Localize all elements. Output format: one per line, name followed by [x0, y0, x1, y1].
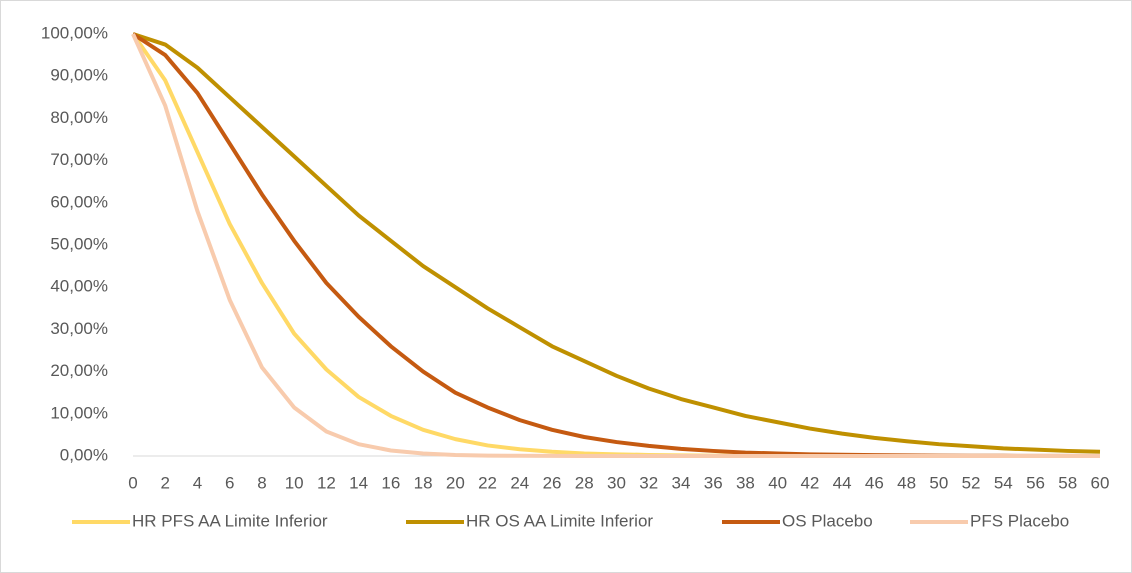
- x-tick-label: 44: [833, 473, 852, 492]
- y-tick-label: 10,00%: [50, 403, 108, 422]
- x-tick-label: 40: [768, 473, 787, 492]
- x-tick-label: 52: [962, 473, 981, 492]
- x-tick-label: 36: [704, 473, 723, 492]
- x-tick-label: 46: [865, 473, 884, 492]
- x-tick-label: 14: [349, 473, 368, 492]
- x-tick-label: 22: [478, 473, 497, 492]
- y-tick-label: 50,00%: [50, 234, 108, 253]
- x-tick-label: 18: [414, 473, 433, 492]
- legend-label: HR OS AA Limite Inferior: [466, 511, 653, 530]
- x-tick-label: 38: [736, 473, 755, 492]
- x-tick-label: 20: [446, 473, 465, 492]
- y-tick-label: 90,00%: [50, 66, 108, 85]
- x-tick-label: 24: [510, 473, 529, 492]
- x-tick-label: 50: [929, 473, 948, 492]
- x-tick-label: 32: [639, 473, 658, 492]
- x-tick-label: 6: [225, 473, 234, 492]
- x-tick-label: 60: [1091, 473, 1110, 492]
- legend-label: OS Placebo: [782, 511, 873, 530]
- x-tick-label: 28: [575, 473, 594, 492]
- x-tick-label: 16: [381, 473, 400, 492]
- y-tick-label: 0,00%: [60, 445, 108, 464]
- x-tick-label: 34: [672, 473, 691, 492]
- y-tick-label: 30,00%: [50, 319, 108, 338]
- x-tick-label: 8: [257, 473, 266, 492]
- legend-label: HR PFS AA Limite Inferior: [132, 511, 328, 530]
- x-tick-label: 48: [897, 473, 916, 492]
- x-tick-label: 0: [128, 473, 137, 492]
- series-line: [132, 32, 1101, 454]
- y-tick-label: 20,00%: [50, 361, 108, 380]
- x-tick-label: 26: [543, 473, 562, 492]
- y-tick-label: 40,00%: [50, 277, 108, 296]
- x-tick-label: 2: [160, 473, 169, 492]
- y-tick-label: 70,00%: [50, 150, 108, 169]
- x-tick-label: 4: [193, 473, 202, 492]
- y-tick-label: 80,00%: [50, 108, 108, 127]
- y-tick-label: 100,00%: [41, 23, 108, 42]
- x-tick-label: 12: [317, 473, 336, 492]
- x-tick-label: 54: [994, 473, 1013, 492]
- legend-label: PFS Placebo: [970, 511, 1069, 530]
- series-line: [131, 33, 1100, 458]
- x-tick-label: 58: [1058, 473, 1077, 492]
- x-tick-label: 30: [607, 473, 626, 492]
- y-tick-label: 60,00%: [50, 192, 108, 211]
- x-tick-label: 56: [1026, 473, 1045, 492]
- x-tick-label: 10: [285, 473, 304, 492]
- x-tick-label: 42: [800, 473, 819, 492]
